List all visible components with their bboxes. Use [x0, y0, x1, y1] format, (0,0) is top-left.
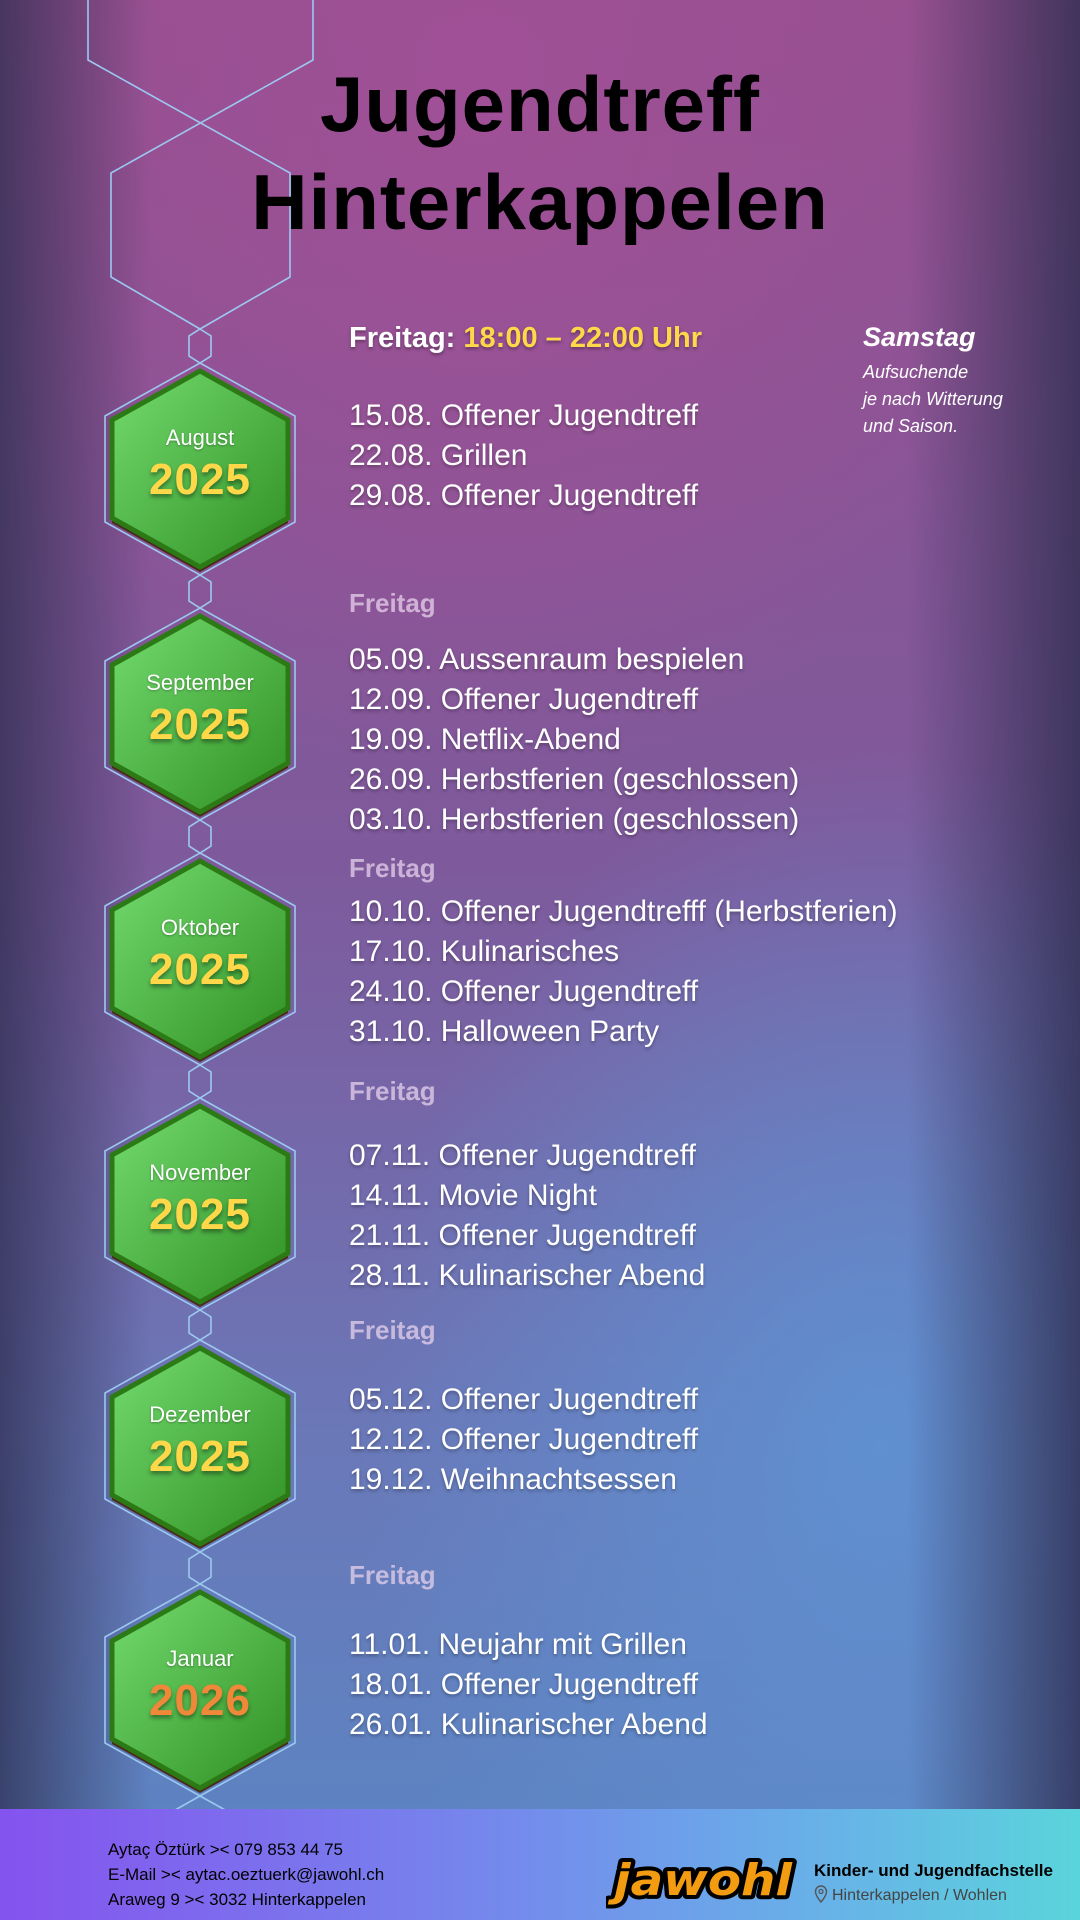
month-name: Oktober — [160, 915, 240, 940]
page-title-line1: Jugendtreff — [320, 60, 760, 148]
jawohl-logo: jawohl — [606, 1851, 797, 1909]
friday-hours: 18:00 – 22:00 Uhr — [463, 322, 702, 354]
event-item: 10.10. Offener Jugendtrefff (Herbstferie… — [349, 895, 898, 928]
month-name: August — [165, 425, 235, 450]
friday-subheader: Freitag — [349, 1560, 436, 1590]
contact-email[interactable]: E-Mail >< aytac.oeztuerk@jawohl.ch — [108, 1865, 385, 1884]
event-item: 03.10. Herbstferien (geschlossen) — [349, 803, 800, 836]
month-badge: August 2025 — [110, 425, 290, 505]
event-item: 17.10. Kulinarisches — [349, 935, 620, 968]
friday-subheader: Freitag — [349, 588, 436, 618]
event-item: 19.12. Weihnachtsessen — [349, 1463, 677, 1496]
friday-hours-header: Freitag: 18:00 – 22:00 Uhr — [349, 322, 702, 355]
month-name: November — [149, 1160, 251, 1185]
organisation: Kinder- und Jugendfachstelle Hinterkappe… — [814, 1861, 1053, 1905]
event-list: 05.12. Offener Jugendtreff 12.12. Offener… — [349, 1380, 698, 1500]
event-item: 11.01. Neujahr mit Grillen — [349, 1628, 687, 1661]
event-item: 12.09. Offener Jugendtreff — [349, 683, 699, 716]
month-year: 2026 — [149, 1676, 251, 1725]
event-item: 19.09. Netflix-Abend — [349, 723, 621, 756]
event-item: 21.11. Offener Jugendtreff — [349, 1219, 696, 1252]
event-list: 05.09. Aussenraum bespielen 12.09. Offene… — [349, 640, 799, 840]
event-item: 26.09. Herbstferien (geschlossen) — [349, 763, 800, 796]
event-item: 05.12. Offener Jugendtreff — [349, 1383, 699, 1416]
month-name: Dezember — [149, 1402, 251, 1427]
connector-hex — [188, 574, 212, 609]
connector-hex — [188, 328, 212, 364]
event-item: 12.12. Offener Jugendtreff — [349, 1423, 699, 1456]
event-item: 07.11. Offener Jugendtreff — [349, 1139, 696, 1172]
month-year: 2025 — [149, 1190, 251, 1239]
connector-hex — [188, 1064, 212, 1099]
connector-hex — [188, 819, 212, 854]
org-place-row: Hinterkappelen / Wohlen — [814, 1885, 1053, 1905]
event-item: 28.11. Kulinarischer Abend — [349, 1259, 706, 1292]
month-hexagon — [109, 1589, 291, 1791]
month-hexagon — [109, 858, 291, 1060]
month-year: 2025 — [149, 945, 251, 994]
month-badge: Oktober 2025 — [110, 915, 290, 995]
saturday-title: Samstag — [863, 322, 976, 352]
month-name: Januar — [166, 1646, 234, 1671]
month-badge: September 2025 — [110, 670, 290, 750]
event-item: 15.08. Offener Jugendtreff — [349, 399, 699, 432]
saturday-info: Samstag Aufsuchende je nach Witterung un… — [863, 322, 1003, 440]
event-item: 31.10. Halloween Party — [349, 1015, 660, 1048]
event-item: 26.01. Kulinarischer Abend — [349, 1708, 708, 1741]
event-item: 14.11. Movie Night — [349, 1179, 597, 1212]
month-year: 2025 — [149, 455, 251, 504]
contact-address: Araweg 9 >< 3032 Hinterkappelen — [108, 1890, 367, 1909]
saturday-line: Aufsuchende — [863, 362, 969, 382]
map-pin-icon — [814, 1885, 828, 1904]
month-hexagon — [109, 613, 291, 815]
decor-line — [87, 0, 291, 330]
friday-subheader: Freitag — [349, 1315, 436, 1345]
decor-line — [110, 0, 314, 330]
month-badge: November 2025 — [110, 1160, 290, 1240]
friday-subheader: Freitag — [349, 1076, 436, 1106]
event-item: 05.09. Aussenraum bespielen — [349, 643, 745, 676]
org-place: Hinterkappelen / Wohlen — [832, 1887, 1007, 1904]
month-badge: Dezember 2025 — [110, 1402, 290, 1482]
month-hexagon — [109, 368, 291, 570]
month-hexagon — [109, 1345, 291, 1547]
org-name: Kinder- und Jugendfachstelle — [814, 1861, 1053, 1880]
month-badge: Januar 2026 — [110, 1646, 290, 1726]
event-list: 11.01. Neujahr mit Grillen 18.01. Offener… — [349, 1625, 708, 1745]
event-item: 24.10. Offener Jugendtreff — [349, 975, 699, 1008]
saturday-line: und Saison. — [863, 416, 959, 436]
footer: Aytaç Öztürk >< 079 853 44 75 E-Mail >< … — [0, 1809, 1080, 1920]
logo-text: jawohl — [607, 1855, 793, 1906]
connector-hex — [188, 1309, 212, 1341]
event-list: 10.10. Offener Jugendtrefff (Herbstferie… — [349, 892, 898, 1052]
page-title-line2: Hinterkappelen — [251, 158, 829, 246]
connector-hex — [188, 1551, 212, 1585]
month-name: September — [146, 670, 254, 695]
friday-subheader: Freitag — [349, 853, 436, 883]
friday-label: Freitag: — [349, 322, 456, 354]
contact-info: Aytaç Öztürk >< 079 853 44 75 E-Mail >< … — [108, 1837, 384, 1912]
event-list: 15.08. Offener Jugendtreff 22.08. Grillen… — [349, 396, 698, 516]
month-year: 2025 — [149, 700, 251, 749]
contact-phone: Aytaç Öztürk >< 079 853 44 75 — [108, 1840, 344, 1859]
event-item: 18.01. Offener Jugendtreff — [349, 1668, 699, 1701]
event-item: 22.08. Grillen — [349, 439, 528, 472]
saturday-line: je nach Witterung — [863, 389, 1003, 409]
month-year: 2025 — [149, 1432, 251, 1481]
event-list: 07.11. Offener Jugendtreff 14.11. Movie N… — [349, 1136, 705, 1296]
event-item: 29.08. Offener Jugendtreff — [349, 479, 699, 512]
month-hexagon — [109, 1103, 291, 1305]
